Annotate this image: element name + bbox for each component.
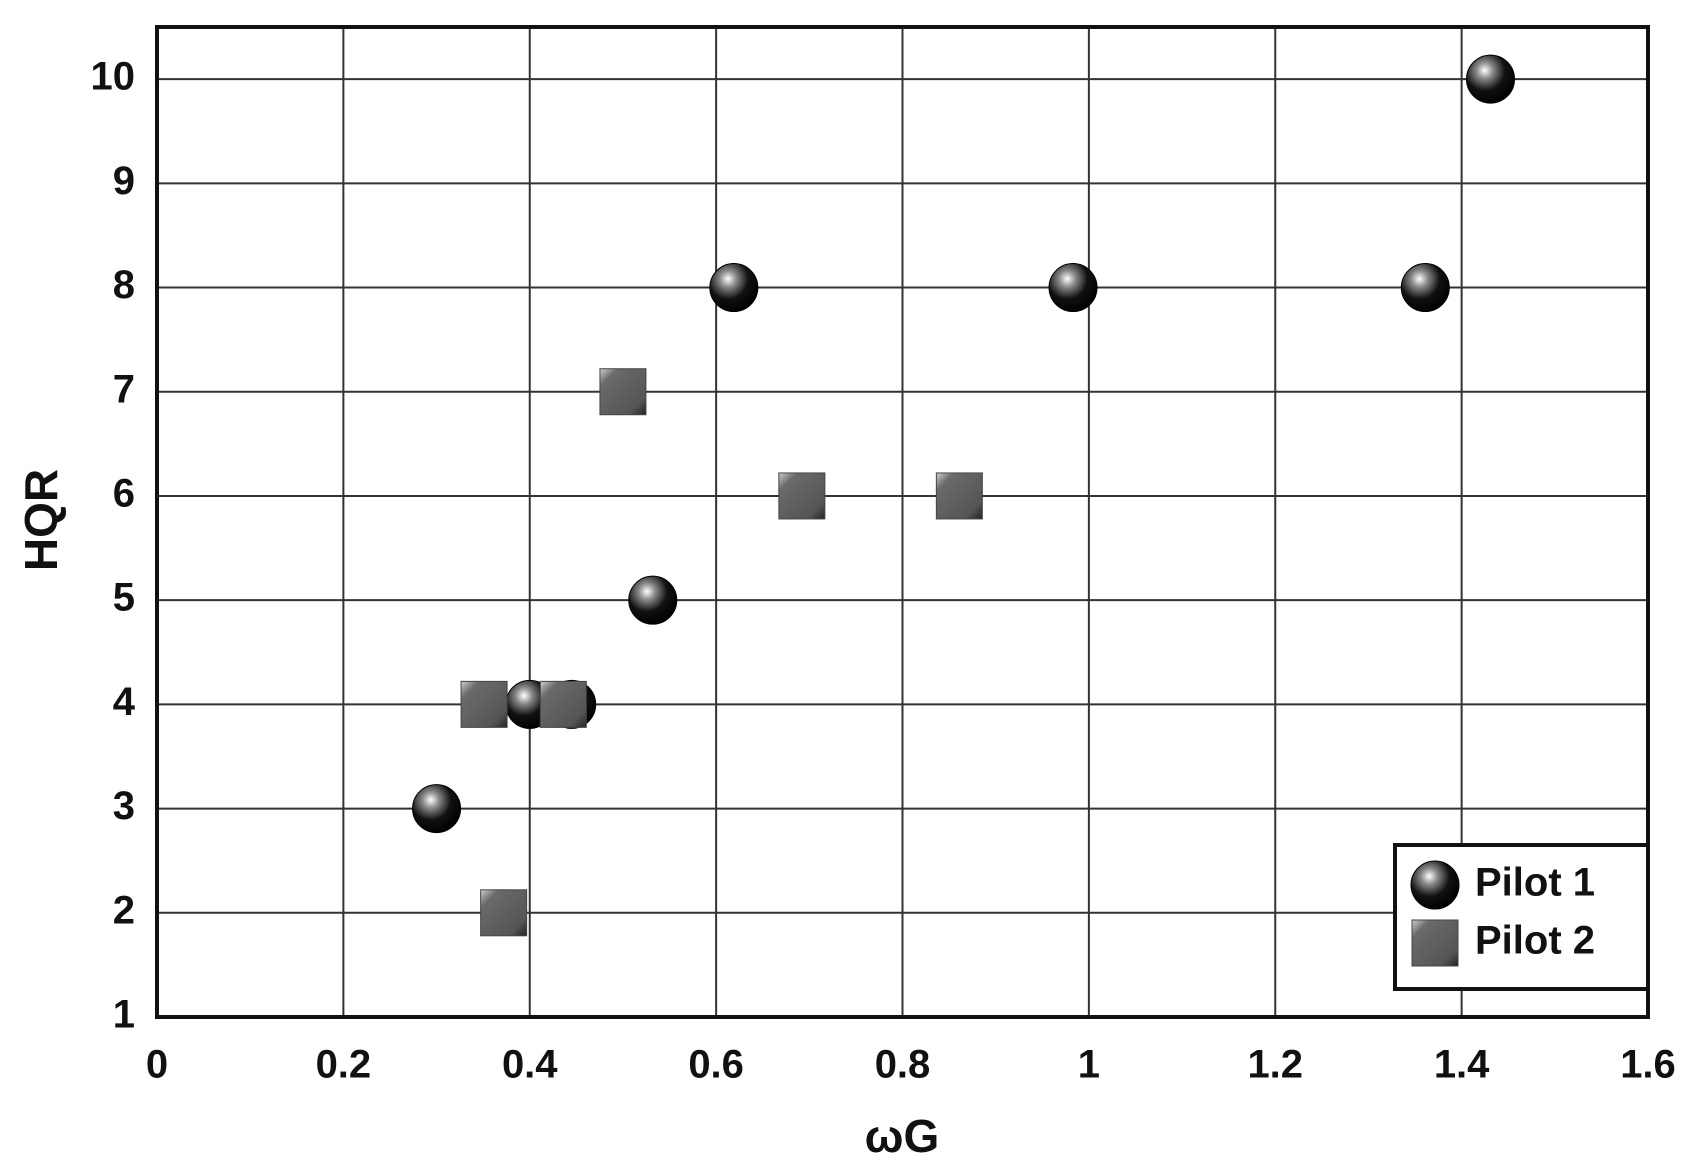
x-tick-label: 0 bbox=[146, 1043, 168, 1087]
x-tick-label: 1.4 bbox=[1434, 1043, 1490, 1087]
legend-marker bbox=[1410, 860, 1460, 910]
point bbox=[709, 263, 759, 313]
point bbox=[1466, 54, 1516, 104]
point bbox=[778, 472, 826, 520]
point bbox=[1048, 263, 1098, 313]
y-tick-label: 9 bbox=[113, 159, 135, 203]
point bbox=[1400, 263, 1450, 313]
x-tick-label: 0.6 bbox=[688, 1043, 744, 1087]
point bbox=[480, 889, 528, 937]
x-axis-title: ωG bbox=[865, 1110, 940, 1162]
y-tick-label: 6 bbox=[113, 472, 135, 516]
legend-marker bbox=[1411, 919, 1459, 967]
y-axis-title: HQR bbox=[15, 469, 67, 571]
x-tick-label: 1 bbox=[1078, 1043, 1100, 1087]
y-tick-label: 3 bbox=[113, 784, 135, 828]
y-tick-label: 8 bbox=[113, 263, 135, 307]
x-tick-label: 0.2 bbox=[316, 1043, 372, 1087]
point bbox=[935, 472, 983, 520]
y-tick-label: 2 bbox=[113, 888, 135, 932]
point bbox=[412, 784, 462, 834]
x-tick-label: 0.8 bbox=[875, 1043, 931, 1087]
x-tick-label: 1.6 bbox=[1620, 1043, 1676, 1087]
y-tick-label: 5 bbox=[113, 576, 135, 620]
y-tick-label: 10 bbox=[91, 55, 136, 99]
y-tick-label: 4 bbox=[113, 680, 136, 724]
y-tick-label: 1 bbox=[113, 993, 135, 1037]
point bbox=[628, 575, 678, 625]
y-tick-label: 7 bbox=[113, 367, 135, 411]
x-tick-label: 1.2 bbox=[1247, 1043, 1303, 1087]
legend-label: Pilot 2 bbox=[1475, 919, 1595, 963]
plot-frame bbox=[155, 25, 1650, 1019]
x-tick-label: 0.4 bbox=[502, 1043, 558, 1087]
point bbox=[460, 680, 508, 728]
legend-label: Pilot 1 bbox=[1475, 861, 1595, 905]
point bbox=[539, 680, 587, 728]
point bbox=[599, 368, 647, 416]
